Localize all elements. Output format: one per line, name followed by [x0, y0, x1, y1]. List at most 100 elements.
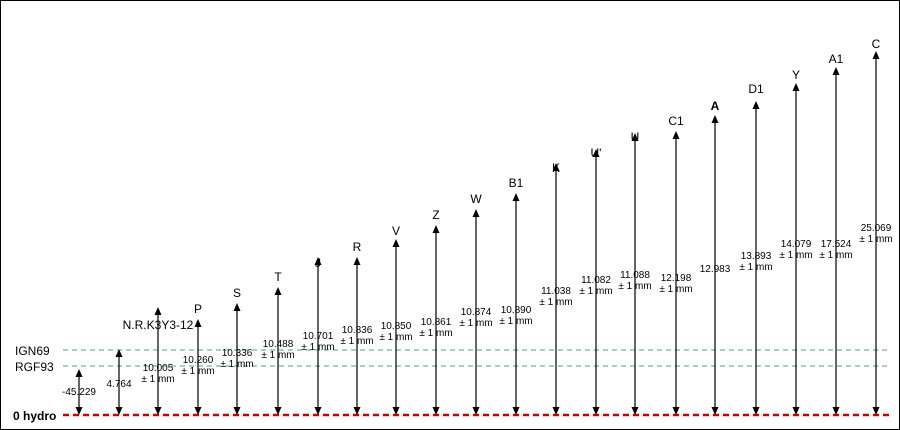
point-accuracy-label: ± 1 mm: [539, 297, 572, 308]
arrow-head-up: [872, 51, 880, 59]
point-value-label: 10.836: [342, 325, 373, 336]
arrow-head-up: [194, 319, 202, 327]
point-name-label: S: [233, 286, 241, 300]
arrow-head-down: [154, 407, 162, 415]
rgf93-label: RGF93: [15, 360, 54, 374]
arrow-head-up: [792, 83, 800, 91]
arrow-head-down: [392, 407, 400, 415]
point-value-label: 11.082: [581, 275, 611, 286]
point-name-label: A1: [829, 52, 844, 66]
arrow-head-up: [154, 307, 162, 315]
arrow-head-up: [274, 287, 282, 295]
point-value-label: 10.260: [183, 355, 214, 366]
arrow-head-up: [711, 115, 719, 123]
arrow-head-down: [194, 407, 202, 415]
arrow-head-up: [353, 257, 361, 265]
point-value-label: 10.488: [263, 339, 294, 350]
point-accuracy-label: ± 1 mm: [579, 286, 612, 297]
arrow-head-down: [274, 407, 282, 415]
point-name-label: V: [392, 224, 400, 238]
point-accuracy-label: ± 1 mm: [301, 342, 334, 353]
point-value-label: 17.524: [821, 239, 852, 250]
ign69-label: IGN69: [15, 344, 50, 358]
zero-hydro-label: 0 hydro: [13, 409, 56, 423]
point-value-label: 11.038: [541, 286, 571, 297]
arrow-head-down: [512, 407, 520, 415]
arrow-head-down: [631, 407, 639, 415]
point-value-label: -45.229: [62, 387, 96, 398]
point-value-label: 10.336: [222, 348, 253, 359]
point-value-label: 13.893: [741, 251, 772, 262]
point-accuracy-label: ± 1 mm: [618, 281, 651, 292]
point-value-label: 12.198: [661, 273, 692, 284]
point-name-label: P: [194, 302, 202, 316]
arrow-head-up: [115, 349, 123, 357]
arrow-head-down: [672, 407, 680, 415]
point-value-label: 4.764: [106, 379, 131, 390]
point-accuracy-label: ± 1 mm: [659, 284, 692, 295]
point-name-label: D1: [748, 82, 764, 96]
point-value-label: 12.983: [700, 264, 731, 275]
arrow-head-down: [752, 407, 760, 415]
point-value-label: 14.079: [781, 239, 812, 250]
arrow-head-down: [314, 407, 322, 415]
point-name-label: W: [470, 192, 482, 206]
point-name-label: U': [591, 146, 602, 160]
arrow-head-up: [392, 239, 400, 247]
point-name-label: K: [552, 161, 560, 175]
point-value-label: 10.874: [461, 307, 492, 318]
point-accuracy-label: ± 1 mm: [379, 332, 412, 343]
arrow-head-down: [75, 407, 83, 415]
arrow-head-up: [472, 209, 480, 217]
arrow-head-down: [472, 407, 480, 415]
arrow-head-up: [512, 193, 520, 201]
point-accuracy-label: ± 1 mm: [859, 234, 892, 245]
point-accuracy-label: ± 1 mm: [739, 262, 772, 273]
arrow-head-up: [75, 369, 83, 377]
point-value-label: 10.701: [303, 331, 334, 342]
arrow-head-up: [631, 133, 639, 141]
point-accuracy-label: ± 1 mm: [141, 374, 174, 385]
point-name-label: B1: [509, 176, 524, 190]
arrow-head-down: [711, 407, 719, 415]
point-name-label: U: [631, 130, 640, 144]
arrow-head-down: [353, 407, 361, 415]
arrow-head-up: [672, 131, 680, 139]
point-accuracy-label: ± 1 mm: [499, 316, 532, 327]
arrow-head-down: [115, 407, 123, 415]
arrow-head-up: [832, 67, 840, 75]
point-accuracy-label: ± 1 mm: [220, 359, 253, 370]
point-value-label: 10.005: [143, 363, 174, 374]
point-accuracy-label: ± 1 mm: [779, 250, 812, 261]
point-accuracy-label: ± 1 mm: [819, 250, 852, 261]
arrow-head-down: [872, 407, 880, 415]
point-value-label: 11.088: [620, 270, 650, 281]
arrow-head-up: [552, 163, 560, 171]
arrow-head-down: [592, 407, 600, 415]
point-name-label: J: [315, 256, 321, 270]
point-name-label: A: [711, 99, 720, 113]
point-accuracy-label: ± 1 mm: [181, 366, 214, 377]
arrow-head-up: [314, 257, 322, 265]
point-accuracy-label: ± 1 mm: [419, 328, 452, 339]
arrow-head-down: [552, 407, 560, 415]
point-accuracy-label: ± 1 mm: [261, 350, 294, 361]
arrow-head-up: [233, 303, 241, 311]
point-name-label: R: [353, 240, 362, 254]
arrow-head-down: [432, 407, 440, 415]
point-accuracy-label: ± 1 mm: [340, 336, 373, 347]
point-name-label: Y: [792, 68, 800, 82]
arrow-head-down: [233, 407, 241, 415]
point-value-label: 10.890: [501, 305, 532, 316]
point-accuracy-label: ± 1 mm: [459, 318, 492, 329]
point-value-label: 10.861: [421, 317, 452, 328]
point-name-label: Z: [432, 208, 439, 222]
arrow-head-down: [832, 407, 840, 415]
point-name-label: C1: [668, 114, 684, 128]
point-name-label: T: [274, 270, 282, 284]
point-name-label: N.R.K3Y3-12: [123, 318, 194, 332]
point-name-label: C: [872, 37, 881, 51]
arrow-head-down: [792, 407, 800, 415]
